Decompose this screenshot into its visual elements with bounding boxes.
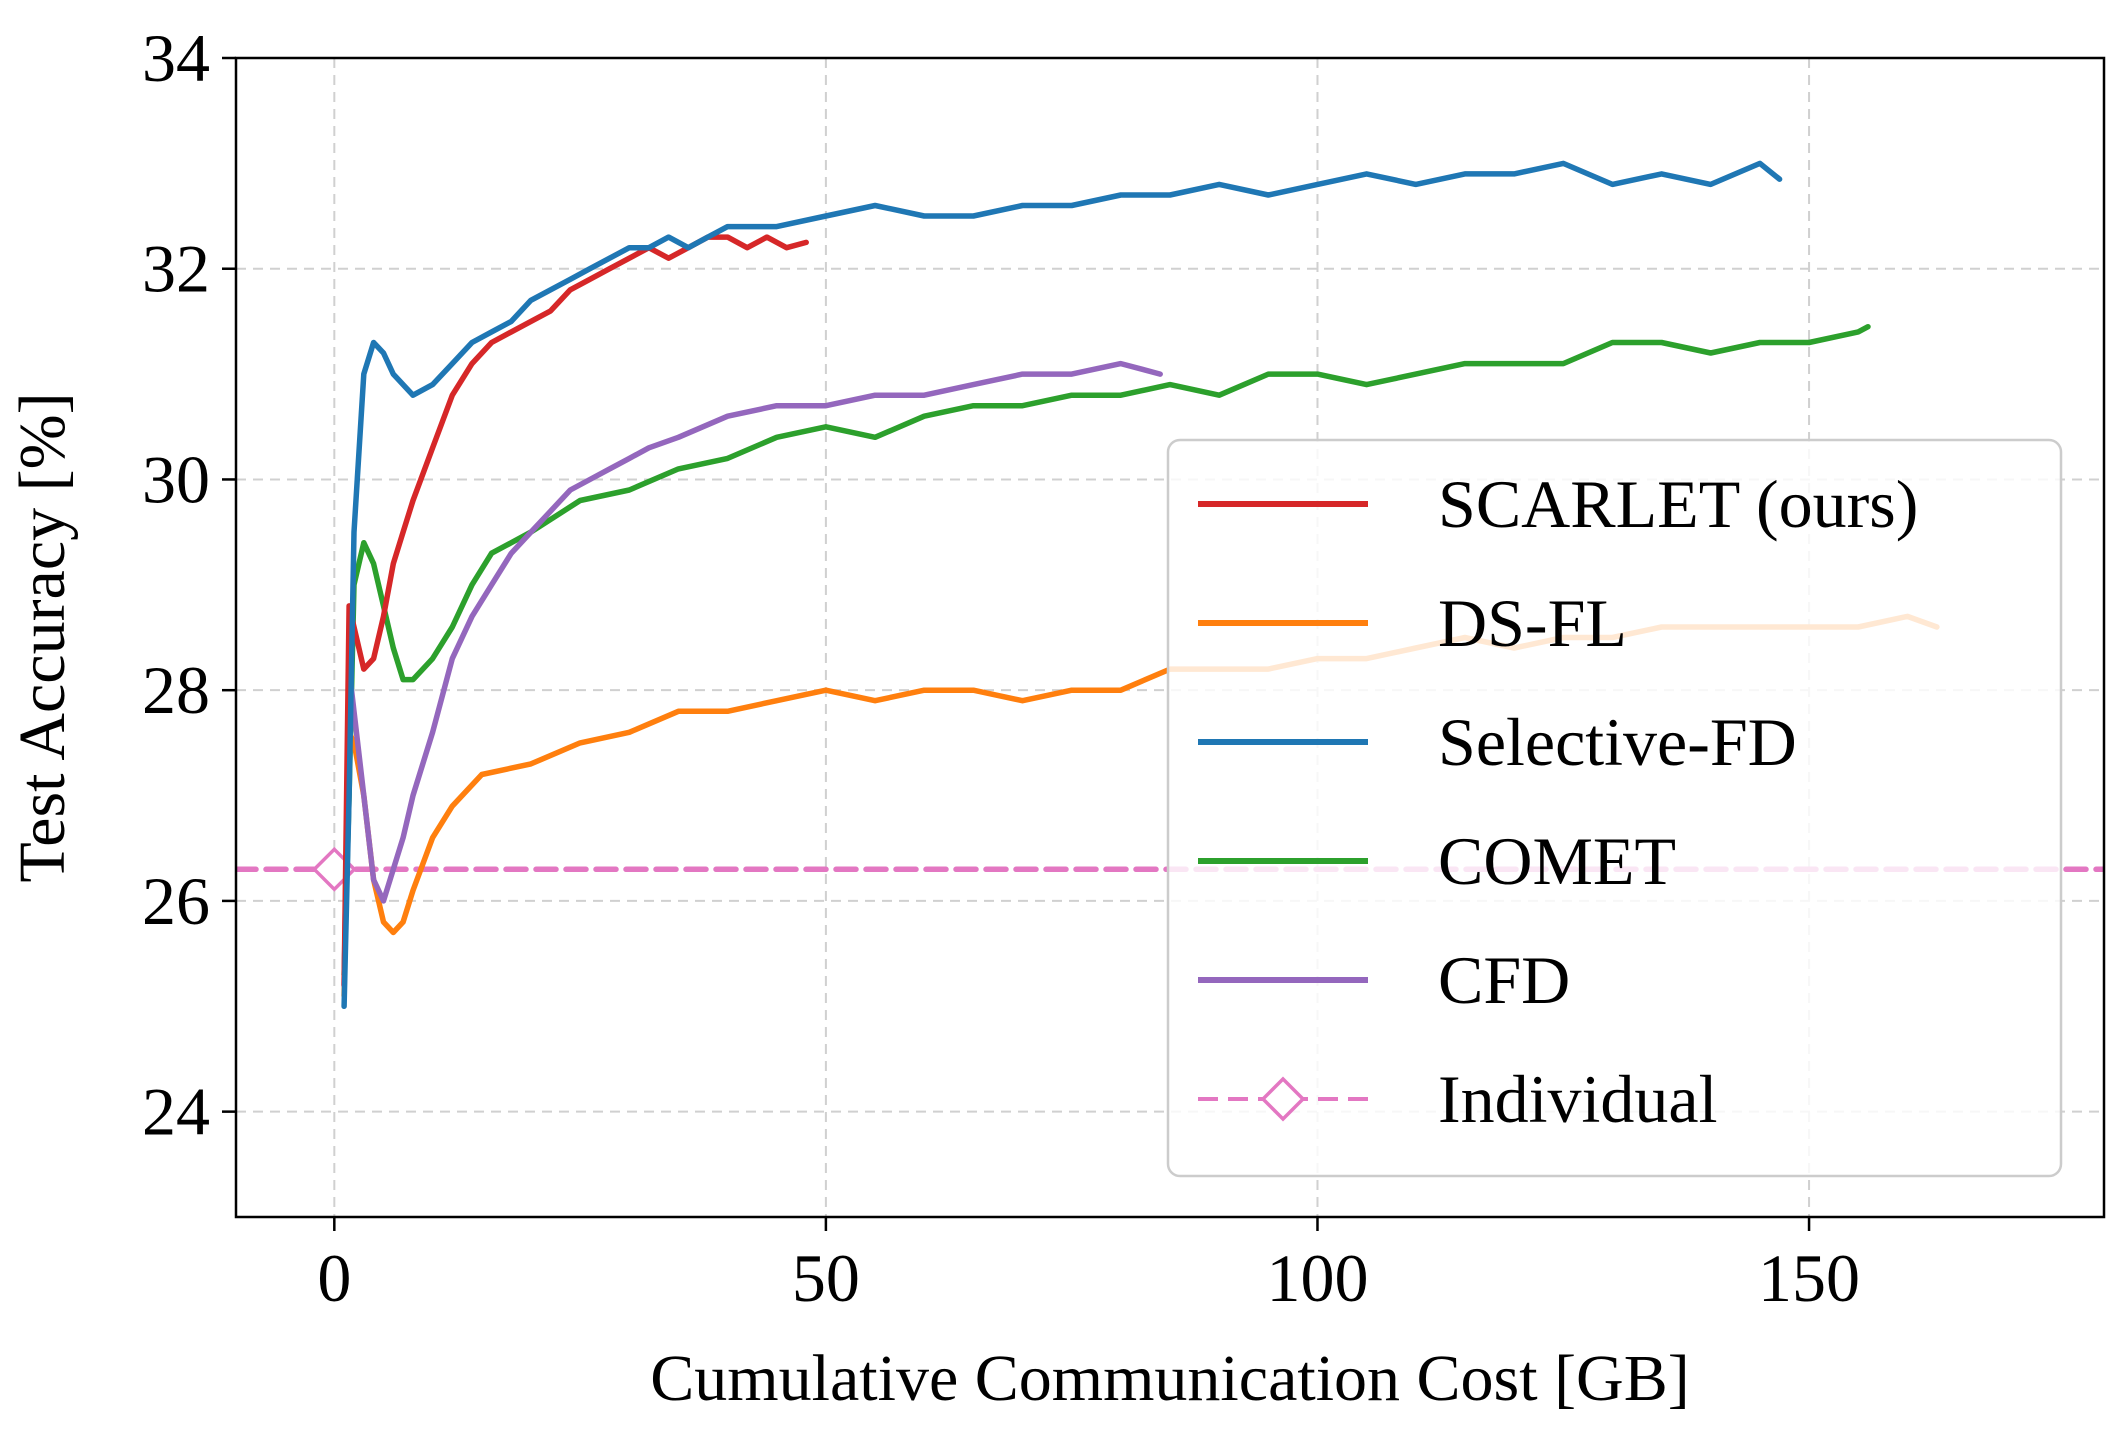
series-line-comet [341, 323, 1871, 978]
y-tick-label: 30 [142, 441, 210, 517]
legend-label: Individual [1438, 1061, 1718, 1137]
legend-label: Selective-FD [1438, 704, 1797, 780]
series-line-scarlet-ours [341, 234, 809, 988]
x-tick-label: 0 [317, 1240, 351, 1316]
series-line-selective-fd [341, 160, 1783, 1010]
x-tick-label: 100 [1266, 1240, 1368, 1316]
legend-label: SCARLET (ours) [1438, 466, 1918, 542]
legend-marker [1260, 1076, 1306, 1122]
legend: SCARLET (ours) DS-FL Selective-FD COMET CFD I… [1166, 438, 2063, 1178]
x-tick-label: 150 [1758, 1240, 1860, 1316]
y-tick-label: 28 [142, 652, 210, 728]
y-tick-label: 34 [142, 20, 210, 96]
series-line-cfd [341, 360, 1163, 988]
y-tick-label: 24 [142, 1074, 210, 1150]
legend-label: CFD [1438, 942, 1570, 1018]
y-axis-label: Test Accuracy [%] [6, 392, 79, 882]
legend-label: COMET [1438, 823, 1676, 899]
legend-label: DS-FL [1438, 585, 1627, 661]
axis-ticks: 0 50 100 150 24 26 28 30 32 34 [142, 20, 1860, 1316]
x-axis-label: Cumulative Communication Cost [GB] [650, 1342, 1689, 1415]
y-tick-label: 26 [142, 863, 210, 939]
x-tick-label: 50 [792, 1240, 860, 1316]
y-tick-label: 32 [142, 231, 210, 307]
plot-frame [234, 56, 2106, 1219]
legend-box [1166, 438, 2063, 1178]
